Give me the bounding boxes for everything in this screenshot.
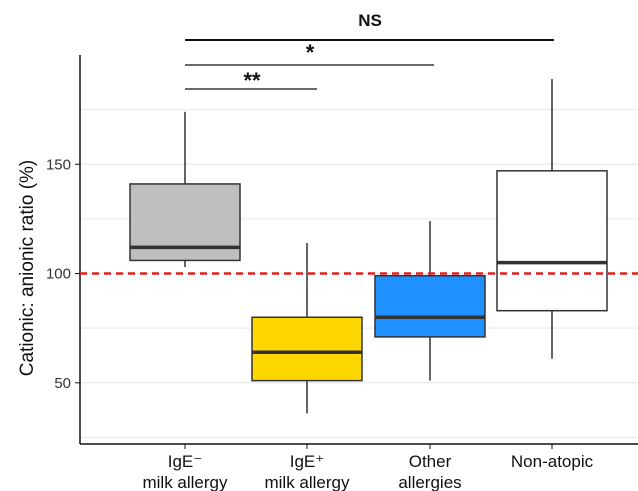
significance-bracket-2: *	[185, 40, 434, 66]
x-tick-label: IgE⁺	[290, 452, 325, 471]
significance-label: *	[306, 40, 315, 65]
x-tick-label: IgE⁻	[168, 452, 203, 471]
x-tick-label: milk allergy	[142, 473, 228, 491]
x-tick-label: Other	[409, 452, 452, 471]
y-axis-label: Cationic: anionic ratio (%)	[17, 160, 38, 376]
y-tick-label: 150	[46, 156, 71, 173]
x-tick-label: allergies	[398, 473, 461, 491]
box-1	[129, 111, 241, 267]
box-body	[374, 274, 486, 338]
y-tick-label: 50	[54, 375, 71, 392]
significance-label: NS	[358, 11, 382, 30]
box-series	[129, 79, 608, 414]
y-tick-label: 100	[46, 266, 71, 283]
significance-bracket-3: NS	[185, 11, 554, 41]
box-body	[496, 170, 608, 312]
axes: 50 100 150 IgE⁻ milk allergy IgE⁺ milk allergy…	[46, 55, 638, 491]
box-3	[374, 221, 486, 381]
significance-brackets: ***NS	[185, 11, 554, 93]
box-body	[251, 316, 363, 382]
x-tick-label: milk allergy	[264, 473, 350, 491]
significance-bracket-1: **	[185, 68, 317, 93]
x-tick-label: Non-atopic	[511, 452, 594, 471]
box-2	[251, 242, 363, 414]
significance-label: **	[243, 68, 261, 93]
box-4	[496, 79, 608, 359]
